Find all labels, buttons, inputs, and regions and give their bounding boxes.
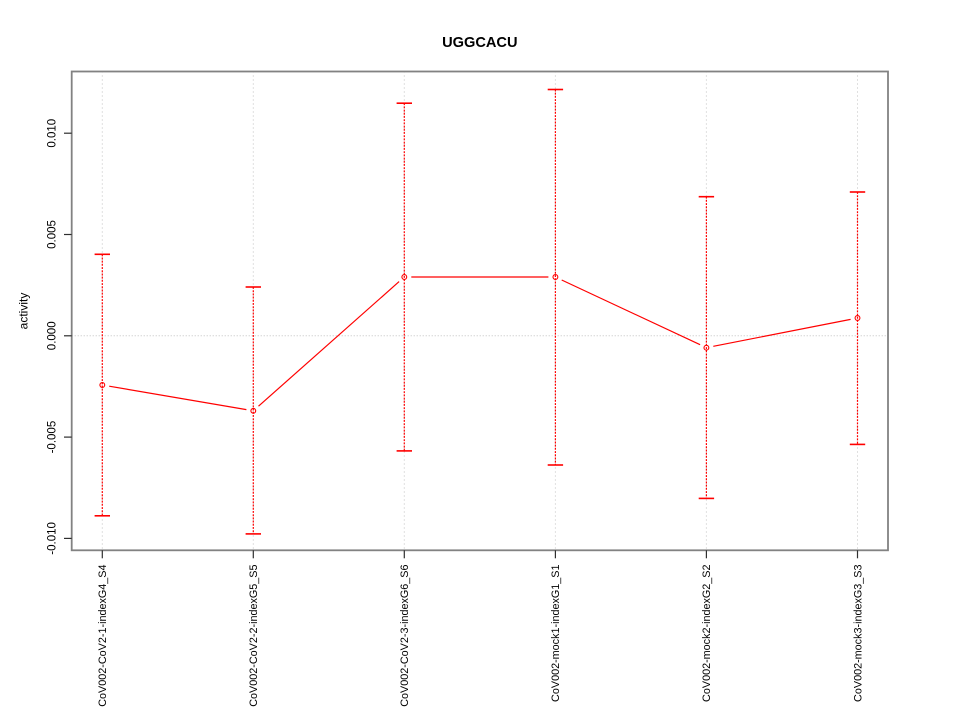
svg-text:CoV002-CoV2-2-indexG5_S5: CoV002-CoV2-2-indexG5_S5 (248, 565, 260, 707)
svg-text:0.000: 0.000 (47, 321, 59, 350)
svg-text:CoV002-mock2-indexG2_S2: CoV002-mock2-indexG2_S2 (701, 565, 713, 702)
svg-text:CoV002-CoV2-3-indexG6_S6: CoV002-CoV2-3-indexG6_S6 (399, 565, 411, 707)
svg-text:CoV002-mock1-indexG1_S1: CoV002-mock1-indexG1_S1 (550, 565, 562, 702)
svg-text:CoV002-CoV2-1-indexG4_S4: CoV002-CoV2-1-indexG4_S4 (97, 565, 109, 707)
svg-text:0.005: 0.005 (47, 220, 59, 249)
svg-text:0.010: 0.010 (47, 119, 59, 148)
svg-text:-0.010: -0.010 (47, 522, 59, 555)
svg-text:CoV002-mock3-indexG3_S3: CoV002-mock3-indexG3_S3 (852, 565, 864, 702)
svg-text:activity: activity (17, 293, 31, 330)
svg-text:-0.005: -0.005 (47, 421, 59, 454)
svg-text:UGGCACU: UGGCACU (442, 35, 517, 51)
